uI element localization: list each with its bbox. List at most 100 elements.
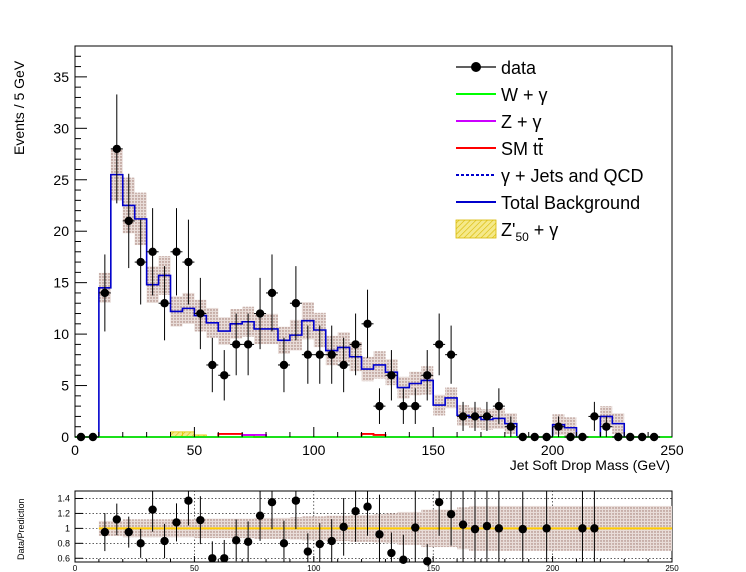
data-point-20 bbox=[315, 350, 324, 359]
data-point-3 bbox=[112, 144, 121, 154]
ratio-point-17 bbox=[303, 547, 313, 556]
legend-entry-gamma-jets-qcd: γ + Jets and QCD bbox=[456, 166, 644, 186]
ratio-point-9 bbox=[208, 554, 217, 563]
y-tick-label-10: 10 bbox=[53, 326, 69, 342]
data-point-34 bbox=[482, 412, 492, 421]
data-point-46 bbox=[626, 432, 635, 442]
ratio-y-tick-label-0: 0.6 bbox=[57, 553, 70, 563]
data-point-45 bbox=[614, 432, 623, 442]
main-axis-ticks: 0 50 100 150 200 250 0 5 10 15 20 25 30 35 bbox=[53, 55, 684, 458]
data-point-5 bbox=[136, 257, 145, 267]
ratio-point-13 bbox=[255, 511, 265, 520]
x-tick-label-150: 150 bbox=[422, 442, 446, 458]
data-point-47 bbox=[637, 432, 647, 442]
data-point-15 bbox=[255, 309, 265, 318]
ratio-axis-ticks: 0 50 100 150 200 250 0.6 0.8 1 1.2 1.4 bbox=[57, 493, 679, 572]
ratio-point-0 bbox=[100, 527, 110, 537]
data-point-41 bbox=[566, 432, 575, 442]
ratio-y-tick-label-1: 0.8 bbox=[57, 538, 70, 548]
data-points bbox=[75, 94, 661, 442]
y-tick-label-15: 15 bbox=[53, 275, 69, 291]
data-point-22 bbox=[339, 360, 348, 370]
ratio-point-16 bbox=[291, 496, 301, 505]
ratio-point-23 bbox=[375, 530, 384, 539]
ratio-y-tick-label-3: 1.2 bbox=[57, 508, 70, 518]
legend-entry-data: data bbox=[456, 58, 537, 78]
data-point-26 bbox=[387, 371, 396, 380]
data-point-48 bbox=[649, 432, 659, 442]
x-tick-label-0: 0 bbox=[71, 442, 79, 458]
ratio-point-6 bbox=[172, 518, 181, 527]
main-y-axis-label: Events / 5 GeV bbox=[11, 60, 27, 155]
data-point-36 bbox=[506, 422, 516, 431]
data-point-12 bbox=[220, 371, 229, 380]
legend-label-data: data bbox=[501, 58, 537, 78]
ratio-point-27 bbox=[423, 557, 432, 566]
x-tick-label-100: 100 bbox=[302, 442, 326, 458]
data-point-44 bbox=[602, 422, 611, 431]
y-tick-label-25: 25 bbox=[53, 172, 69, 188]
ratio-point-22 bbox=[363, 502, 372, 511]
ratio-point-7 bbox=[184, 496, 193, 505]
ratio-points bbox=[100, 491, 599, 566]
ratio-point-2 bbox=[124, 527, 133, 537]
data-point-23 bbox=[351, 340, 360, 349]
ratio-point-26 bbox=[411, 523, 420, 532]
data-point-31 bbox=[446, 350, 456, 359]
ratio-point-21 bbox=[351, 506, 360, 516]
data-point-32 bbox=[458, 412, 468, 421]
data-point-11 bbox=[208, 360, 217, 370]
ratio-point-28 bbox=[434, 498, 444, 507]
ratio-point-34 bbox=[518, 524, 527, 534]
legend-entry-total-background: Total Background bbox=[456, 193, 640, 213]
data-point-10 bbox=[196, 309, 205, 318]
ratio-point-32 bbox=[482, 521, 492, 531]
data-point-17 bbox=[279, 360, 289, 370]
y-tick-label-0: 0 bbox=[61, 429, 69, 445]
ratio-point-19 bbox=[327, 536, 336, 546]
data-point-1 bbox=[88, 432, 98, 442]
data-point-38 bbox=[530, 432, 539, 442]
legend-label-signal: Z'50 + γ bbox=[501, 220, 558, 244]
data-point-43 bbox=[590, 412, 599, 421]
data-point-2 bbox=[100, 288, 110, 298]
x-tick-label-50: 50 bbox=[187, 442, 203, 458]
data-point-13 bbox=[231, 340, 241, 349]
data-point-37 bbox=[518, 432, 527, 442]
x-tick-label-250: 250 bbox=[660, 442, 684, 458]
data-point-29 bbox=[423, 371, 432, 380]
data-point-27 bbox=[399, 401, 408, 411]
ratio-point-8 bbox=[196, 515, 205, 525]
ratio-x-tick-label-100: 100 bbox=[307, 564, 321, 572]
data-point-19 bbox=[303, 350, 313, 359]
data-point-14 bbox=[243, 340, 253, 349]
main-histogram-panel: 0 50 100 150 200 250 0 5 10 15 20 25 30 35 Events / 5… bbox=[11, 45, 684, 473]
legend-ttbar-prefix: SM t bbox=[501, 139, 538, 159]
y-tick-label-20: 20 bbox=[53, 223, 69, 239]
data-point-25 bbox=[375, 401, 384, 411]
y-tick-label-30: 30 bbox=[53, 120, 69, 136]
ratio-x-tick-label-50: 50 bbox=[190, 564, 199, 572]
data-point-30 bbox=[434, 340, 444, 349]
ratio-point-25 bbox=[399, 555, 408, 564]
ratio-point-24 bbox=[387, 548, 396, 558]
ratio-point-20 bbox=[339, 522, 348, 532]
ratio-x-tick-label-200: 200 bbox=[546, 564, 560, 572]
data-point-21 bbox=[327, 350, 336, 359]
ratio-point-3 bbox=[136, 539, 145, 548]
ratio-point-15 bbox=[279, 539, 289, 548]
data-point-35 bbox=[494, 401, 504, 411]
y-tick-label-35: 35 bbox=[53, 69, 69, 85]
data-point-9 bbox=[184, 257, 193, 267]
y-tick-label-5: 5 bbox=[61, 378, 69, 394]
legend-data-marker bbox=[471, 62, 481, 72]
legend: data W + γ Z + γ SM tt γ + Jets and QCD … bbox=[455, 58, 644, 244]
ratio-point-31 bbox=[470, 524, 480, 534]
legend-entry-signal: Z'50 + γ bbox=[455, 219, 558, 244]
ratio-point-1 bbox=[112, 515, 121, 524]
data-point-33 bbox=[470, 412, 480, 421]
ratio-point-36 bbox=[578, 524, 587, 533]
ratio-y-tick-label-2: 1 bbox=[65, 523, 70, 533]
legend-signal-main: Z' bbox=[501, 220, 515, 240]
ratio-point-10 bbox=[220, 554, 229, 563]
